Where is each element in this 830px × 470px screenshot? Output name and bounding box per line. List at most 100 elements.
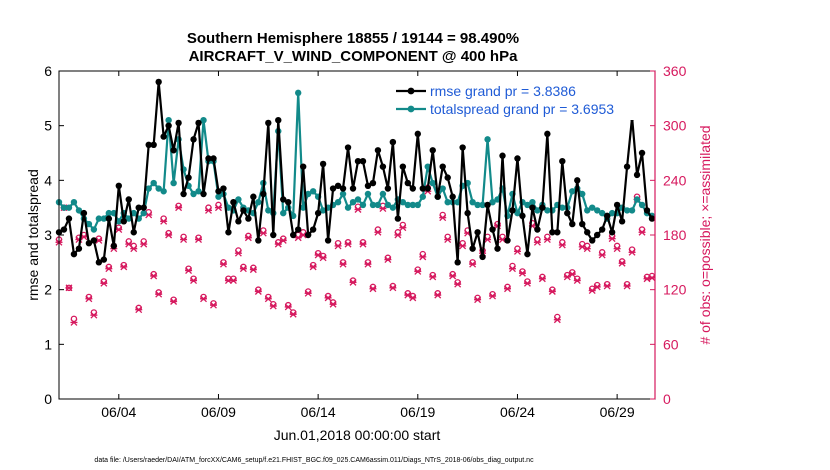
- rmse-point: [504, 237, 511, 244]
- rmse-point: [285, 199, 292, 206]
- totalspread-point: [255, 199, 262, 206]
- rmse-point: [215, 188, 222, 195]
- legend-box: [393, 80, 651, 120]
- totalspread-point: [339, 190, 347, 198]
- totalspread-point: [444, 199, 451, 206]
- rmse-point: [235, 218, 242, 225]
- rmse-point: [110, 242, 118, 250]
- rmse-point: [404, 179, 412, 187]
- rmse-point: [90, 237, 98, 244]
- rmse-point: [309, 226, 317, 233]
- totalspread-point: [235, 196, 242, 203]
- totalspread-point: [469, 199, 476, 206]
- obs-assimilated-marker: [543, 236, 551, 244]
- totalspread-point: [195, 188, 202, 195]
- obs-assimilated-marker: [508, 265, 516, 273]
- totalspread-point: [334, 199, 342, 206]
- totalspread-point: [628, 207, 636, 214]
- rmse-point: [145, 141, 152, 148]
- rmse-point: [299, 163, 307, 170]
- obs-assimilated-marker: [254, 288, 262, 295]
- rmse-point: [593, 231, 601, 239]
- rmse-point: [170, 147, 177, 154]
- obs-assimilated-marker: [150, 272, 158, 280]
- obs-assimilated-marker: [175, 204, 183, 212]
- obs-assimilated-marker: [135, 306, 143, 314]
- obs-assimilated-marker: [518, 269, 526, 277]
- legend: rmse grand pr = 3.8386 totalspread grand…: [393, 80, 651, 120]
- rmse-point: [245, 215, 252, 222]
- right-y-tick-label: 360: [663, 63, 687, 79]
- rmse-point: [349, 185, 357, 192]
- obs-assimilated-marker: [130, 245, 138, 253]
- rmse-point: [579, 220, 586, 228]
- rmse-point: [100, 256, 108, 263]
- left-axis-ticks: 0 1 2 3 4 5 6: [44, 63, 64, 407]
- rmse-point: [469, 245, 476, 252]
- obs-assimilated-marker: [219, 260, 227, 268]
- totalspread-point: [60, 204, 68, 211]
- rmse-point: [589, 237, 596, 244]
- obs-assimilated-marker: [249, 266, 257, 274]
- rmse-point: [175, 119, 182, 127]
- obs-assimilated-marker: [598, 251, 606, 259]
- obs-assimilated-marker: [65, 284, 73, 292]
- totalspread-point: [359, 201, 367, 209]
- x-tick-label: 06/04: [101, 404, 136, 420]
- totalspread-point: [349, 199, 357, 206]
- totalspread-point: [479, 201, 486, 209]
- rmse-point: [314, 209, 322, 217]
- totalspread-point: [623, 207, 631, 214]
- totalspread-point: [299, 204, 307, 211]
- rmse-point: [623, 163, 631, 170]
- obs-assimilated-marker: [165, 231, 173, 239]
- totalspread-point: [399, 199, 407, 206]
- rmse-point: [529, 204, 536, 211]
- rmse-point: [603, 212, 611, 220]
- legend-totalspread-swatch: [396, 105, 426, 113]
- rmse-point: [369, 179, 377, 187]
- obs-count-layer: [55, 184, 656, 326]
- obs-assimilated-marker: [269, 302, 277, 310]
- totalspread-point: [429, 179, 436, 187]
- totalspread-point: [544, 207, 551, 214]
- obs-assimilated-marker: [603, 282, 611, 290]
- obs-assimilated-marker: [120, 263, 128, 271]
- totalspread-point: [384, 201, 392, 209]
- rmse-point: [275, 117, 282, 124]
- totalspread-point: [608, 209, 616, 217]
- obs-assimilated-marker: [419, 253, 427, 261]
- totalspread-point: [105, 209, 113, 217]
- rmse-point: [304, 231, 312, 239]
- obs-assimilated-marker: [160, 217, 168, 225]
- obs-assimilated-marker: [593, 283, 601, 291]
- obs-assimilated-marker: [200, 295, 208, 303]
- totalspread-point: [409, 201, 417, 209]
- x-tick-label: 06/19: [400, 404, 435, 420]
- obs-assimilated-marker: [329, 300, 337, 308]
- totalspread-point: [150, 179, 157, 187]
- plot-area: [59, 71, 655, 399]
- totalspread-point: [100, 215, 108, 222]
- rmse-point: [250, 193, 257, 200]
- x-tick-label: 06/29: [600, 404, 635, 420]
- rmse-point: [294, 226, 302, 233]
- right-y-tick-label: 60: [663, 336, 679, 352]
- rmse-point: [210, 155, 217, 162]
- rmse-point: [618, 218, 626, 225]
- totalspread-point: [65, 204, 73, 211]
- totalspread-point: [90, 226, 98, 233]
- rmse-point: [135, 204, 142, 211]
- rmse-point: [509, 207, 516, 214]
- right-y-tick-label: 180: [663, 227, 687, 243]
- obs-assimilated-marker: [558, 241, 566, 249]
- rmse-point: [270, 231, 277, 239]
- right-y-tick-label: 0: [663, 391, 671, 407]
- rmse-point: [185, 174, 192, 181]
- right-y-tick-label: 300: [663, 118, 687, 134]
- left-y-tick-label: 1: [44, 336, 52, 352]
- rmse-point: [205, 155, 212, 162]
- obs-assimilated-marker: [364, 260, 372, 268]
- obs-assimilated-marker: [359, 240, 367, 248]
- rmse-point: [399, 163, 407, 170]
